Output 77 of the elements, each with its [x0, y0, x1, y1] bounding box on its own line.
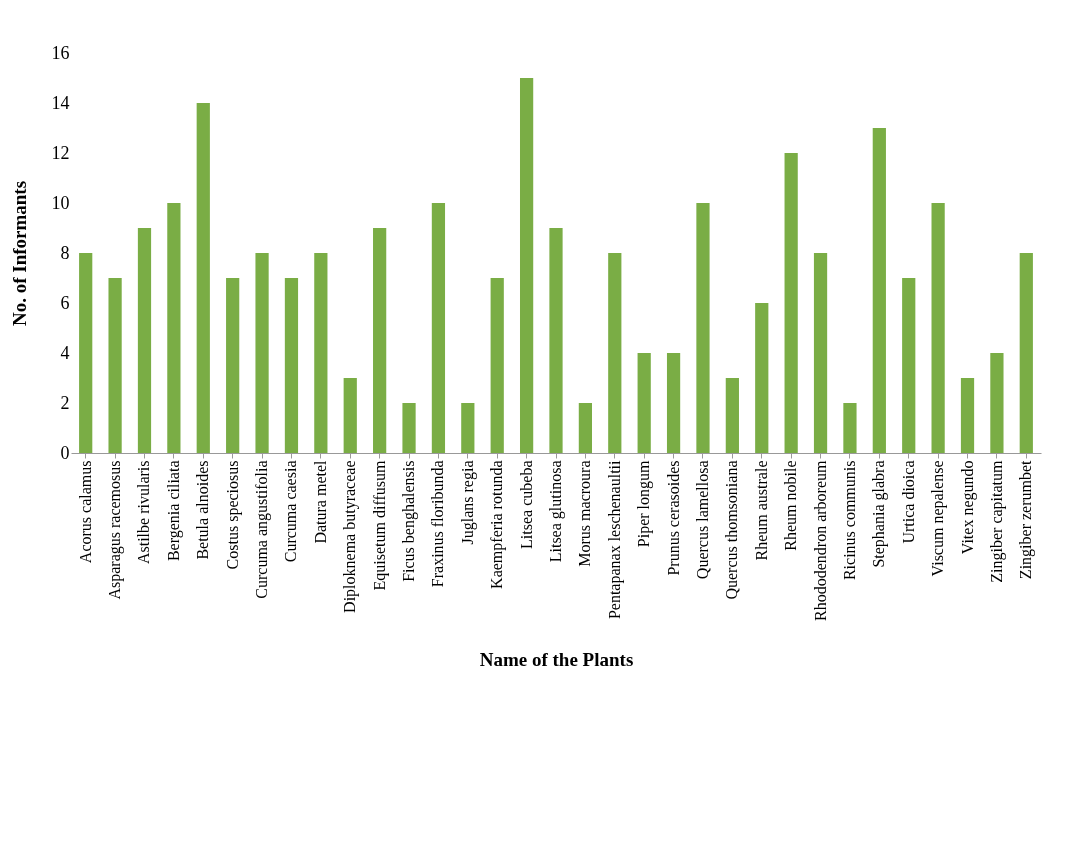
bar — [196, 103, 210, 453]
x-tick-label: Ricinus communis — [840, 460, 858, 581]
x-tick-label: Piper longum — [635, 459, 654, 548]
bar — [1019, 253, 1033, 453]
bar — [725, 378, 739, 453]
bar — [226, 278, 240, 453]
y-tick-label: 4 — [60, 342, 70, 363]
x-tick-label: Acorus calamus — [76, 460, 94, 564]
bar — [872, 128, 886, 453]
x-tick-label: Morus macroura — [576, 460, 594, 567]
x-tick-label: Curcuma angustifolia — [253, 460, 272, 599]
bar — [137, 228, 152, 453]
x-tick-label: Asparagus racemosus — [106, 460, 125, 600]
y-tick-label: 16 — [51, 42, 70, 63]
x-tick-label: Stephania glabra — [870, 460, 889, 568]
x-tick-label: Prunus cerasoides — [664, 460, 682, 576]
x-tick-label: Vitex negundo — [958, 460, 977, 555]
bar — [784, 153, 798, 453]
bar — [549, 228, 563, 453]
x-tick-label: Ficus benghalensis — [400, 460, 419, 582]
x-tick-label: Fraxinus floribunda — [429, 460, 447, 588]
x-tick-label: Curcuma caesia — [282, 460, 300, 563]
bar — [902, 278, 916, 453]
x-tick-label: Pentapanax leschenaultii — [605, 459, 624, 620]
x-tick-label: Rheum australe — [752, 460, 770, 561]
x-tick-label: Datura metel — [311, 459, 329, 544]
bar — [402, 403, 416, 453]
x-tick-label: Juglans regia — [458, 460, 477, 545]
bar — [519, 78, 534, 453]
y-tick-label: 6 — [60, 292, 70, 313]
bar — [461, 403, 475, 453]
y-tick-label: 0 — [60, 442, 70, 463]
x-tick-label: Viscum nepalense — [929, 460, 948, 577]
bar — [637, 353, 651, 453]
x-tick-label: Equisetum diffusum — [370, 459, 389, 591]
x-tick-label: Diploknema butyraceae — [341, 460, 360, 613]
y-axis-title: No. of Informants — [8, 180, 30, 327]
x-tick-label: Zingiber capitatum — [987, 459, 1006, 583]
bar — [373, 228, 387, 453]
y-tick-label: 10 — [51, 192, 70, 213]
x-tick-label: Urtica dioica — [899, 460, 917, 544]
x-tick-label: Kaempferia rotunda — [488, 460, 507, 589]
bar — [108, 278, 122, 453]
x-tick-label: Quercus thomsoniana — [723, 460, 741, 600]
x-tick-label: Astilbe rivularis — [135, 460, 153, 565]
bar — [608, 253, 622, 453]
x-axis-title: Name of the Plants — [479, 648, 634, 670]
bar — [314, 253, 328, 453]
bar — [255, 253, 269, 453]
bar — [990, 353, 1004, 453]
bar — [813, 253, 828, 453]
x-tick-label: Litsea glutinosa — [547, 460, 565, 563]
bar — [578, 403, 593, 453]
x-tick-label: Betula alnoides — [194, 460, 212, 560]
x-tick-label: Litsea cubeba — [517, 460, 535, 549]
x-tick-label: Rheum nobile — [782, 460, 800, 551]
bar — [931, 203, 945, 453]
bar — [666, 353, 681, 453]
bar — [755, 303, 769, 453]
bar — [843, 403, 857, 453]
x-tick-label: Rhododendron arboreum — [811, 459, 829, 621]
x-tick-label: Quercus lamellosa — [693, 460, 711, 580]
bar — [167, 203, 181, 453]
bar — [696, 203, 710, 453]
y-tick-label: 8 — [60, 242, 70, 263]
bar — [490, 278, 504, 453]
x-tick-label: Zingiber zerumbet — [1017, 459, 1036, 580]
bar — [343, 378, 357, 453]
y-tick-label: 12 — [51, 142, 70, 163]
y-tick-label: 2 — [60, 392, 70, 413]
bar — [284, 278, 299, 453]
bar — [960, 378, 975, 453]
x-tick-label: Bergenia ciliata — [164, 460, 183, 562]
y-tick-label: 14 — [51, 92, 70, 113]
bar — [79, 253, 93, 453]
x-tick-label: Costus speciosus — [223, 460, 242, 570]
bar — [431, 203, 446, 453]
